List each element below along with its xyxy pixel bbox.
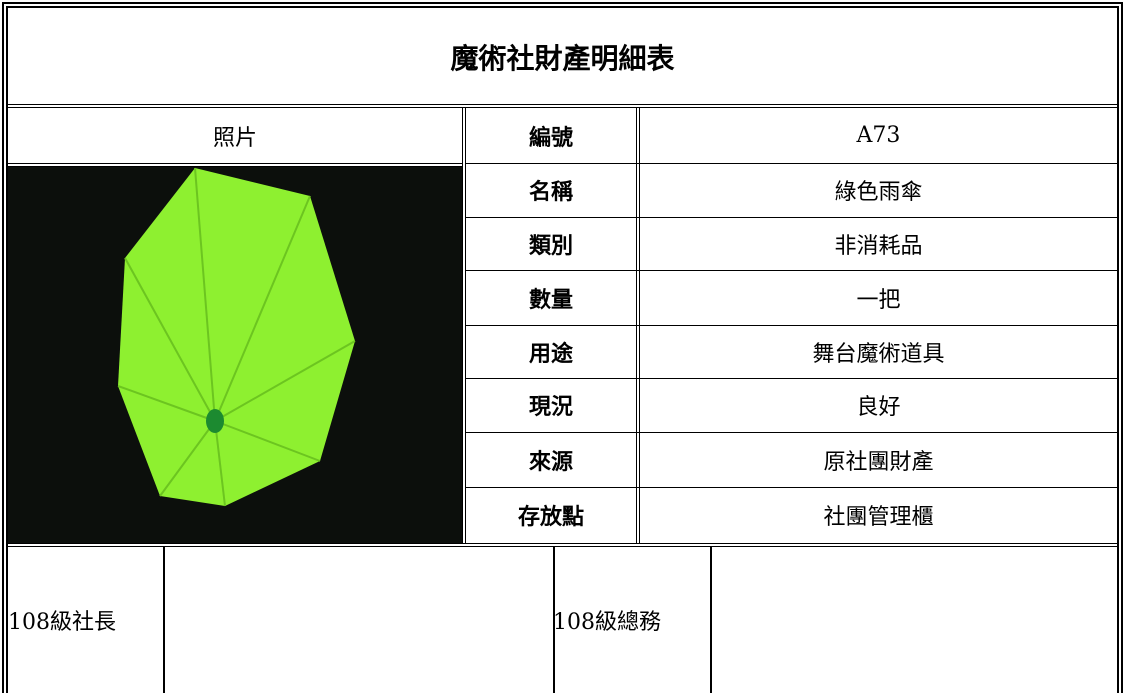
row-label: 編號 <box>528 124 573 151</box>
row-label: 數量 <box>528 286 573 313</box>
umbrella-photo <box>8 166 462 543</box>
row-value: 舞台魔術道具 <box>812 341 945 367</box>
photo-header: 照片 <box>212 125 257 151</box>
row-label: 現況 <box>528 394 573 420</box>
row-value: 原社團財產 <box>823 449 934 475</box>
row-value: A73 <box>856 123 901 148</box>
row-value: 非消耗品 <box>834 233 923 259</box>
row-value: 一把 <box>856 287 901 313</box>
row-label: 存放點 <box>517 504 584 530</box>
row-label: 來源 <box>528 448 573 475</box>
row-label: 類別 <box>528 232 573 259</box>
row-label: 名稱 <box>528 179 573 205</box>
signature-label: 108級社長 <box>8 609 116 635</box>
row-value: 綠色雨傘 <box>834 180 923 205</box>
signature-label: 108級總務 <box>553 609 661 635</box>
row-value: 良好 <box>856 395 901 420</box>
title: 魔術社財產明細表 <box>450 41 675 75</box>
row-label: 用途 <box>528 340 573 367</box>
row-value: 社團管理櫃 <box>823 505 934 530</box>
